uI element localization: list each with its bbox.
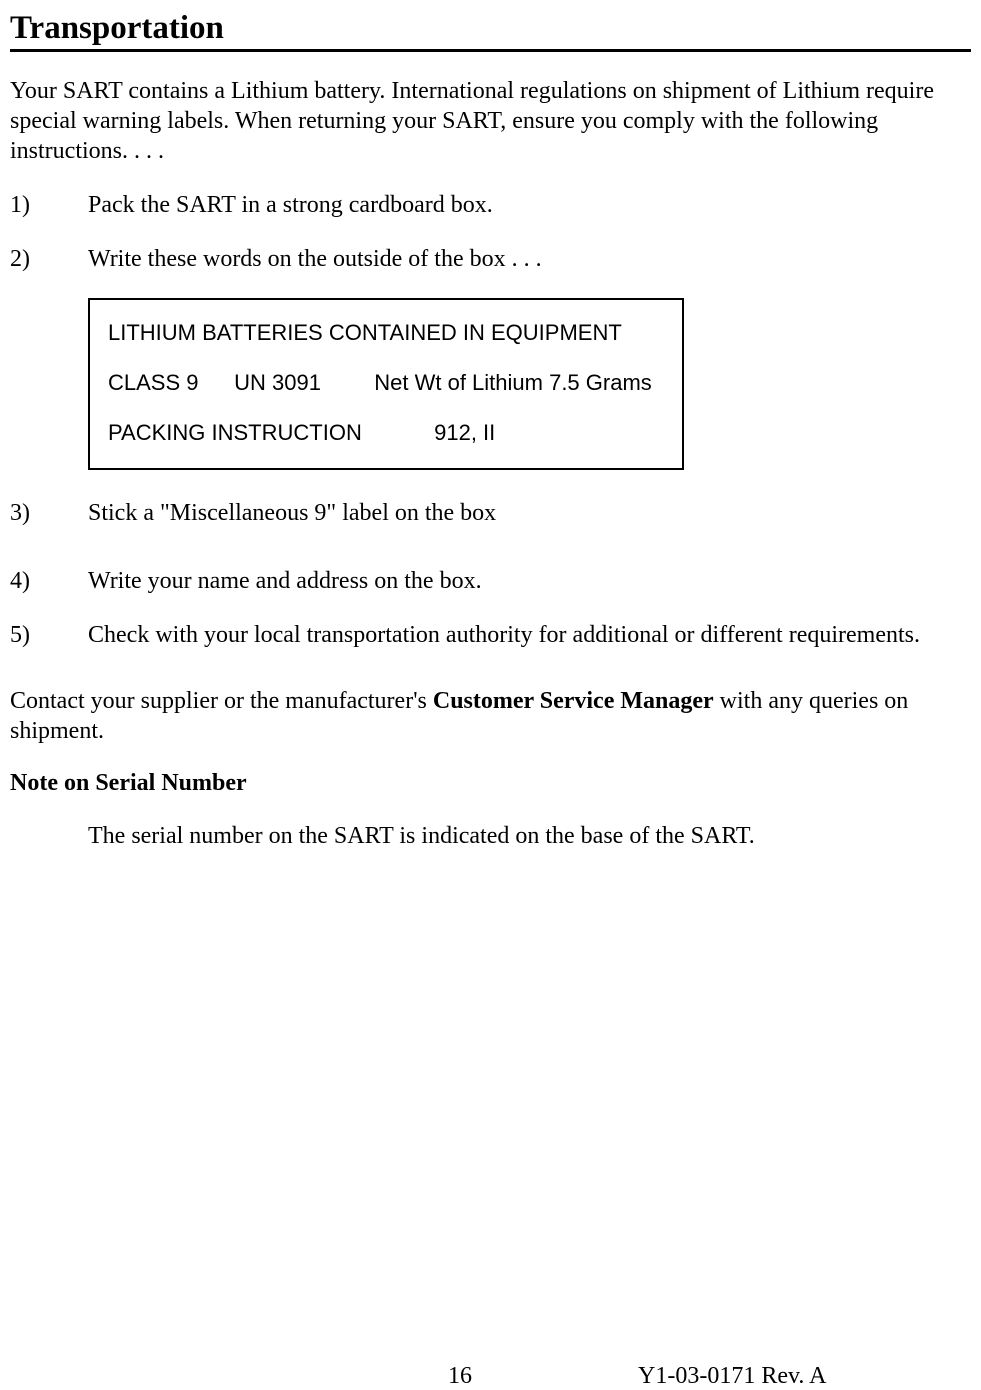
list-item: 2) Write these words on the outside of t… bbox=[10, 244, 971, 274]
contact-bold: Customer Service Manager bbox=[433, 688, 714, 714]
contact-pre: Contact your supplier or the manufacture… bbox=[10, 688, 433, 714]
list-number: 1) bbox=[10, 190, 88, 220]
list-text: Stick a "Miscellaneous 9" label on the b… bbox=[88, 498, 971, 528]
note-title: Note on Serial Number bbox=[10, 770, 971, 797]
list-number: 3) bbox=[10, 498, 88, 528]
label-line-1: LITHIUM BATTERIES CONTAINED IN EQUIPMENT bbox=[108, 320, 664, 346]
list-number: 5) bbox=[10, 620, 88, 650]
list-text: Check with your local transportation aut… bbox=[88, 620, 971, 650]
section-title: Transportation bbox=[10, 10, 971, 52]
list-text: Write these words on the outside of the … bbox=[88, 244, 971, 274]
label-un: UN 3091 bbox=[234, 370, 368, 396]
label-line-3: PACKING INSTRUCTION 912, II bbox=[108, 420, 664, 446]
list-item: 5) Check with your local transportation … bbox=[10, 620, 971, 650]
list-item: 3) Stick a "Miscellaneous 9" label on th… bbox=[10, 498, 971, 528]
list-item: 1) Pack the SART in a strong cardboard b… bbox=[10, 190, 971, 220]
contact-paragraph: Contact your supplier or the manufacture… bbox=[10, 686, 971, 746]
document-revision: Y1-03-0171 Rev. A bbox=[638, 1363, 826, 1390]
label-packing-instruction: PACKING INSTRUCTION bbox=[108, 420, 428, 446]
intro-paragraph: Your SART contains a Lithium battery. In… bbox=[10, 76, 971, 166]
label-line-2: CLASS 9 UN 3091 Net Wt of Lithium 7.5 Gr… bbox=[108, 370, 664, 396]
list-text: Pack the SART in a strong cardboard box. bbox=[88, 190, 971, 220]
list-text: Write your name and address on the box. bbox=[88, 566, 971, 596]
shipping-label-box: LITHIUM BATTERIES CONTAINED IN EQUIPMENT… bbox=[88, 298, 684, 470]
list-number: 2) bbox=[10, 244, 88, 274]
note-body: The serial number on the SART is indicat… bbox=[88, 821, 971, 851]
label-weight: Net Wt of Lithium 7.5 Grams bbox=[374, 370, 652, 396]
list-item: 4) Write your name and address on the bo… bbox=[10, 566, 971, 596]
page-number: 16 bbox=[448, 1363, 472, 1390]
label-packing-code: 912, II bbox=[434, 420, 495, 446]
list-number: 4) bbox=[10, 566, 88, 596]
label-class: CLASS 9 bbox=[108, 370, 228, 396]
